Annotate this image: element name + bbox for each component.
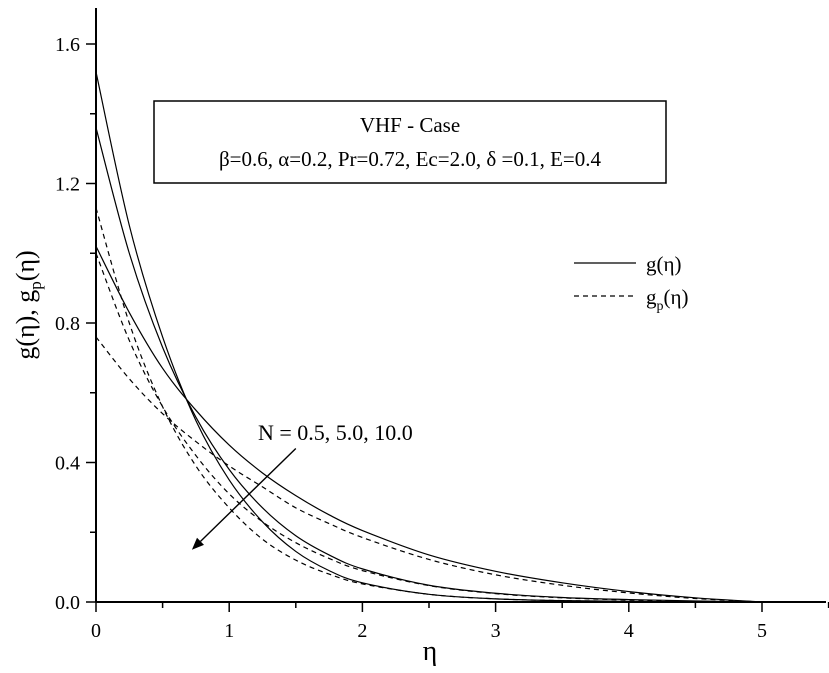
annotation-text: N = 0.5, 5.0, 10.0 [258, 420, 413, 445]
legend: g(η) gp(η) [574, 252, 688, 314]
y-tick-label: 0.0 [55, 592, 80, 614]
series-line-solid-3 [95, 246, 763, 603]
annotation: N = 0.5, 5.0, 10.0 [191, 420, 413, 550]
x-axis-title: η [423, 636, 438, 667]
series-line-solid-2 [95, 127, 763, 603]
x-tick-label: 4 [624, 620, 634, 642]
x-tick-label: 5 [757, 620, 767, 642]
info-box-title: VHF - Case [360, 113, 460, 137]
series-line-dashed-4 [95, 207, 763, 603]
x-tick-label: 3 [491, 620, 501, 642]
series-line-dashed-5 [95, 253, 763, 603]
annotation-arrow [200, 448, 297, 542]
y-tick-label: 1.6 [55, 34, 80, 56]
x-tick-label: 0 [91, 620, 101, 642]
x-tick-label: 2 [357, 620, 367, 642]
y-tick-label: 0.4 [55, 453, 80, 475]
series-line-dashed-6 [95, 336, 763, 603]
annotation-arrowhead [191, 537, 204, 550]
y-tick-label: 0.8 [55, 313, 80, 335]
y-axis-title: g(η), gp(η) [11, 250, 45, 359]
legend-dashed-label: gp(η) [646, 285, 688, 314]
x-tick-label: 1 [224, 620, 234, 642]
info-box-params: β=0.6, α=0.2, Pr=0.72, Ec=2.0, δ =0.1, E… [219, 147, 602, 171]
info-box: VHF - Case β=0.6, α=0.2, Pr=0.72, Ec=2.0… [153, 100, 667, 184]
legend-solid-label: g(η) [646, 252, 681, 276]
info-box-frame [153, 100, 667, 184]
y-tick-label: 1.2 [55, 174, 80, 196]
